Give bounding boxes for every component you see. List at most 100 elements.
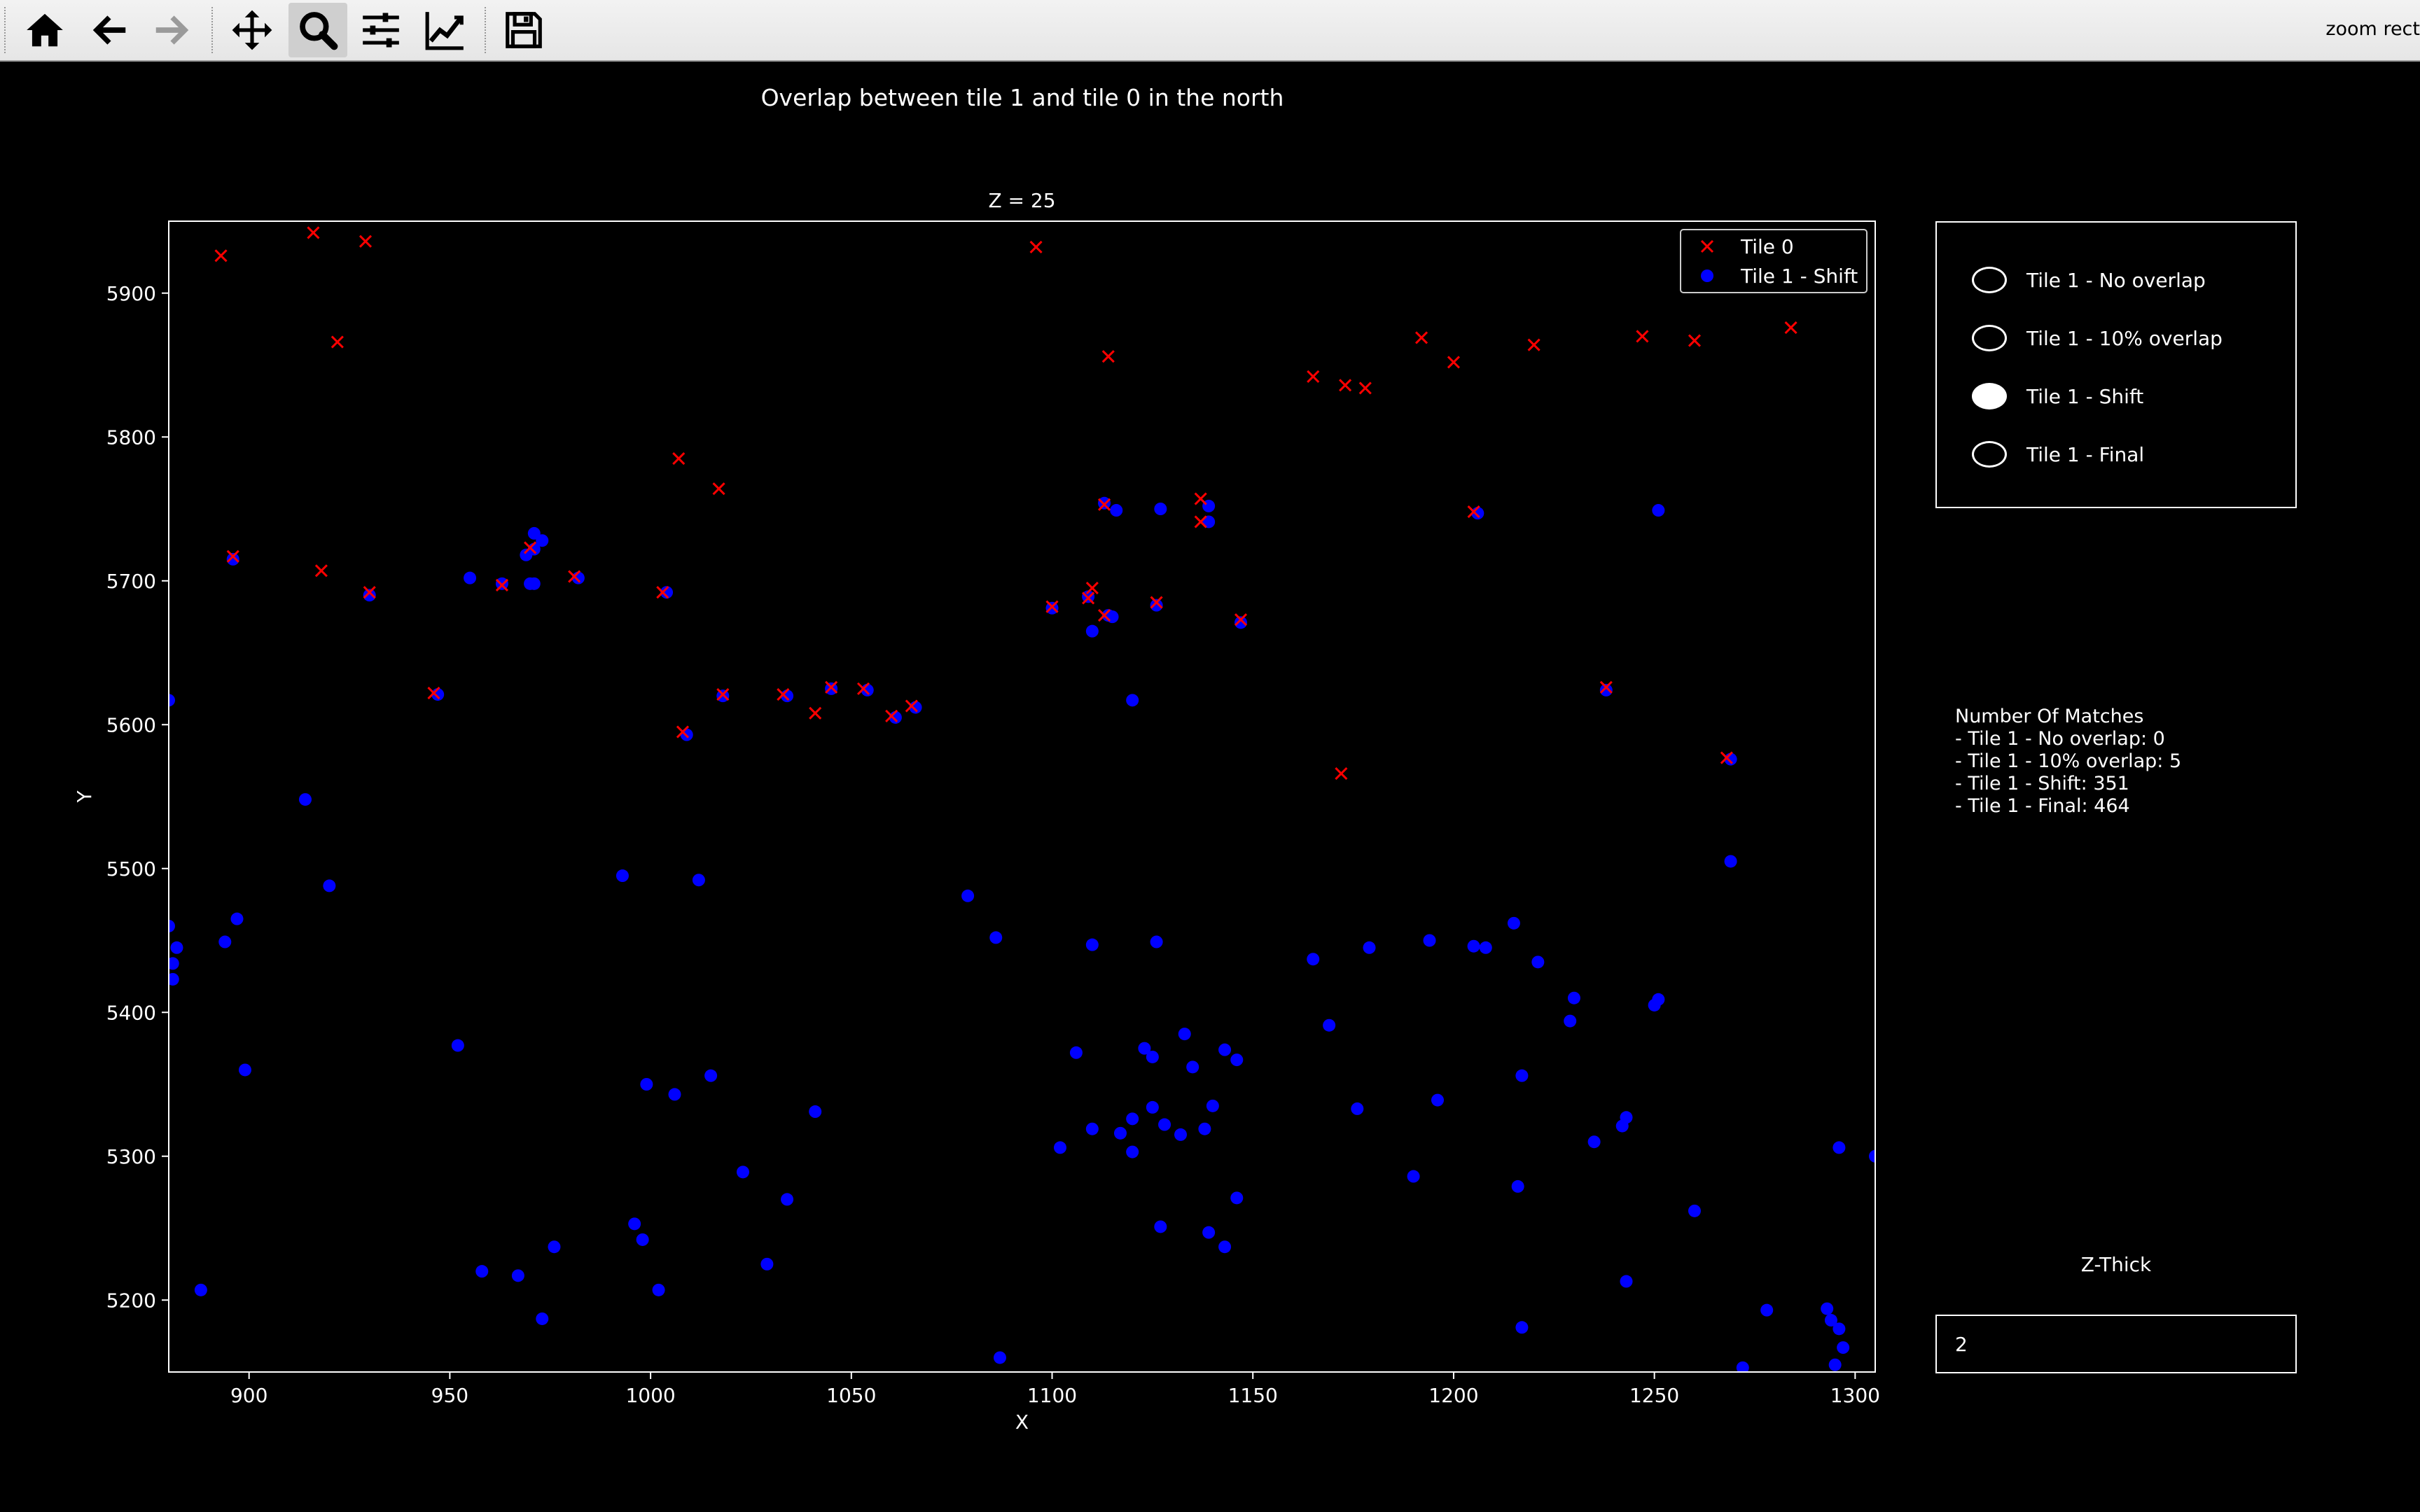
home-icon <box>27 13 63 47</box>
radio-circle[interactable] <box>1972 325 2007 351</box>
tile1-point <box>1760 1303 1774 1317</box>
tile1-point <box>1479 941 1492 954</box>
y-tick-label: 5900 <box>106 282 156 305</box>
zthick-input[interactable] <box>1954 1331 2279 1357</box>
tile1-point <box>1218 1043 1232 1056</box>
matches-summary: Number Of Matches - Tile 1 - No overlap:… <box>1955 706 2181 818</box>
scatter-plot[interactable]: Overlap between tile 1 and tile 0 in the… <box>0 62 1905 1512</box>
tile0-point <box>1784 321 1797 335</box>
tile1-point <box>660 586 674 599</box>
tile1-point <box>1085 1122 1099 1135</box>
tile1-point <box>1126 1112 1139 1126</box>
tile1-point <box>1230 1191 1244 1205</box>
tile1-point <box>1652 504 1665 517</box>
radio-option-shift[interactable]: Tile 1 - Shift <box>1972 377 2143 416</box>
tile1-point <box>1431 1093 1444 1107</box>
tile1-point <box>1423 934 1436 947</box>
tile1-point <box>1531 955 1545 969</box>
tile1-point <box>1587 1135 1601 1149</box>
radio-option-no-overlap[interactable]: Tile 1 - No overlap <box>1972 260 2206 300</box>
tile0-point <box>809 706 822 720</box>
tile0-point <box>856 682 870 695</box>
zthick-textbox[interactable] <box>1935 1315 2297 1373</box>
tile1-point <box>323 879 336 892</box>
x-tick-label: 1050 <box>826 1384 876 1407</box>
toolbar-separator <box>211 7 213 53</box>
tile1-point <box>1511 1180 1524 1193</box>
axes-title: Z = 25 <box>988 189 1055 212</box>
tile0-point <box>1194 492 1207 505</box>
tile0-point <box>1234 613 1248 626</box>
tile0-point <box>885 709 898 722</box>
tile1-point <box>616 869 629 883</box>
matches-line: - Tile 1 - 10% overlap: 5 <box>1955 750 2182 772</box>
tile1-point <box>1736 1361 1749 1372</box>
tile1-point <box>1837 1341 1850 1354</box>
radio-circle[interactable] <box>1972 383 2007 410</box>
tile1-point <box>527 526 541 540</box>
tile1-point <box>1652 993 1665 1006</box>
tile0-point <box>1414 331 1428 344</box>
tile0-point <box>777 688 790 701</box>
matches-line: - Tile 1 - Final: 464 <box>1955 795 2130 817</box>
tile1-point <box>1828 1358 1842 1371</box>
tile1-point <box>1146 1050 1159 1063</box>
tile0-point <box>495 578 508 592</box>
tile0-point <box>568 570 581 583</box>
tile1-point <box>1235 616 1248 629</box>
tile0-point <box>1082 592 1095 605</box>
tile1-point <box>170 941 183 954</box>
radio-option-10-overlap[interactable]: Tile 1 - 10% overlap <box>1972 318 2223 358</box>
y-axis-label: Y <box>73 790 96 804</box>
x-tick-label: 1000 <box>625 1384 675 1407</box>
y-tick-label: 5700 <box>106 570 156 593</box>
pan-icon <box>232 10 272 50</box>
forward-button[interactable] <box>143 3 202 57</box>
tile0-point <box>1335 767 1348 780</box>
zoom-icon <box>300 12 338 50</box>
tile1-point <box>1198 1122 1211 1135</box>
tile1-point <box>169 957 179 970</box>
radio-label: Tile 1 - Shift <box>2026 384 2144 408</box>
tile0-point <box>1101 350 1115 363</box>
radio-circle[interactable] <box>1972 441 2007 468</box>
tile0-point <box>226 550 239 563</box>
tile1-point <box>1154 503 1167 515</box>
tile1-point <box>511 1269 524 1282</box>
zoom-button[interactable] <box>288 3 347 57</box>
tile0-point <box>905 699 918 713</box>
figure: Overlap between tile 1 and tile 0 in the… <box>0 62 2420 1512</box>
tile1-point <box>668 1088 681 1101</box>
tile1-point <box>1126 694 1139 707</box>
back-icon <box>92 15 126 45</box>
y-tick-label: 5200 <box>106 1289 156 1312</box>
home-button[interactable] <box>15 3 74 57</box>
tile0-point <box>1339 379 1352 392</box>
configure-subplots-button[interactable] <box>352 3 410 57</box>
toolbar-separator <box>4 7 6 53</box>
tile1-point <box>1567 991 1580 1004</box>
tile1-point <box>760 1257 774 1270</box>
legend-label-tile1: Tile 1 - Shift <box>1740 265 1858 288</box>
pan-button[interactable] <box>223 3 281 57</box>
tile1-point <box>1158 1118 1171 1131</box>
tile1-point <box>781 1193 794 1206</box>
matches-line: - Tile 1 - Shift: 351 <box>1955 773 2129 794</box>
tile1-point <box>1085 938 1099 951</box>
tile0-point <box>359 234 373 248</box>
x-tick-label: 1100 <box>1027 1384 1077 1407</box>
tile0-point <box>1599 680 1613 694</box>
tile1-point <box>1620 1275 1633 1288</box>
back-button[interactable] <box>80 3 139 57</box>
radio-label: Tile 1 - Final <box>2026 442 2145 466</box>
tile1-point <box>1230 1054 1244 1067</box>
edit-axis-button[interactable] <box>416 3 475 57</box>
save-button[interactable] <box>494 3 553 57</box>
data-layer <box>169 226 1875 1372</box>
tile1-point <box>628 1217 641 1231</box>
radio-circle[interactable] <box>1972 267 2007 293</box>
legend-marker-tile0 <box>1700 239 1714 253</box>
radio-option-final[interactable]: Tile 1 - Final <box>1972 435 2144 474</box>
x-tick-label: 950 <box>431 1384 468 1407</box>
legend-label-tile0: Tile 0 <box>1740 235 1794 258</box>
